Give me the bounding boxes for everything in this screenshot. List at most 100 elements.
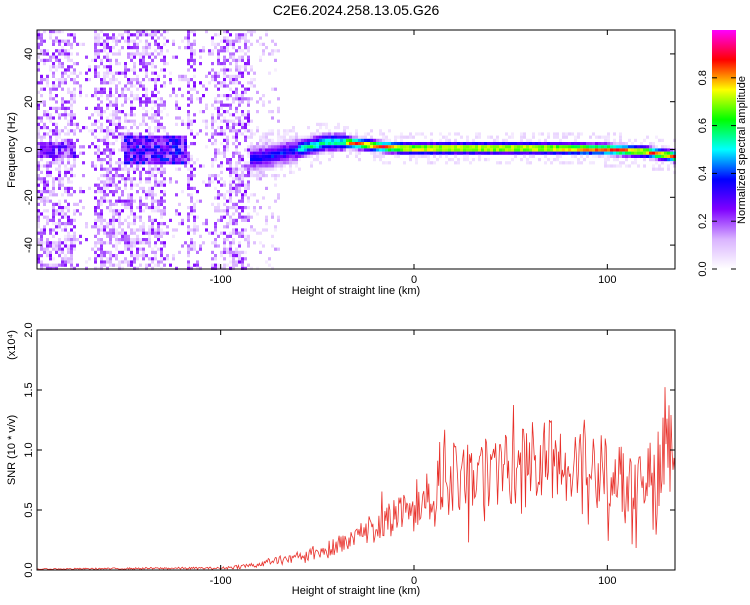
- spectrogram-cell: [49, 142, 52, 146]
- spectrogram-cell: [136, 30, 139, 34]
- spectrogram-cell: [397, 151, 400, 155]
- spectrogram-cell: [157, 167, 160, 171]
- spectrogram-cell: [112, 52, 115, 56]
- spectrogram-cell: [400, 135, 403, 139]
- spectrogram-cell: [514, 154, 517, 158]
- spectrogram-cell: [211, 161, 214, 165]
- spectrogram-cell: [214, 174, 217, 178]
- spectrogram-cell: [247, 244, 250, 248]
- spectrogram-cell: [148, 42, 151, 46]
- spectrogram-cell: [160, 183, 163, 187]
- spectrogram-cell: [472, 148, 475, 152]
- spectrogram-cell: [367, 138, 370, 142]
- spectrogram-cell: [133, 218, 136, 222]
- spectrogram-cell: [43, 247, 46, 251]
- spectrogram-cell: [103, 158, 106, 162]
- spectrogram-cell: [148, 174, 151, 178]
- spectrogram-cell: [448, 148, 451, 152]
- spectrogram-cell: [190, 174, 193, 178]
- spectrogram-cell: [121, 161, 124, 165]
- spectrogram-cell: [454, 154, 457, 158]
- spectrogram-cell: [535, 151, 538, 155]
- spectrogram-cell: [253, 78, 256, 82]
- spectrogram-cell: [100, 247, 103, 251]
- spectrogram-cell: [283, 135, 286, 139]
- spectrogram-cell: [355, 129, 358, 133]
- spectrogram-cell: [277, 138, 280, 142]
- spectrogram-cell: [70, 250, 73, 254]
- spectrogram-cell: [559, 142, 562, 146]
- spectrogram-cell: [670, 151, 673, 155]
- spectrogram-cell: [70, 113, 73, 117]
- spectrogram-cell: [592, 161, 595, 165]
- spectrogram-cell: [223, 231, 226, 235]
- spectrogram-cell: [241, 234, 244, 238]
- spectrogram-cell: [235, 62, 238, 66]
- spectrogram-cell: [172, 138, 175, 142]
- spectrogram-cell: [190, 266, 193, 270]
- spectrogram-cell: [115, 97, 118, 101]
- spectrogram-cell: [262, 170, 265, 174]
- spectrogram-cell: [52, 154, 55, 158]
- spectrogram-cell: [250, 68, 253, 72]
- spectrogram-cell: [499, 161, 502, 165]
- spectrogram-cell: [193, 68, 196, 72]
- spectrogram-cell: [82, 145, 85, 149]
- spectrogram-cell: [85, 238, 88, 242]
- spectrogram-cell: [73, 145, 76, 149]
- spectrogram-cell: [46, 74, 49, 78]
- spectrogram-cell: [94, 46, 97, 50]
- spectrogram-cell: [94, 110, 97, 114]
- spectrogram-cell: [259, 55, 262, 59]
- spectrogram-cell: [355, 135, 358, 139]
- spectrogram-cell: [526, 148, 529, 152]
- spectrogram-cell: [616, 151, 619, 155]
- spectrogram-cell: [553, 135, 556, 139]
- spectrogram-cell: [217, 100, 220, 104]
- spectrogram-cell: [628, 151, 631, 155]
- spectrogram-cell: [43, 196, 46, 200]
- spectrogram-cell: [49, 151, 52, 155]
- spectrogram-cell: [649, 154, 652, 158]
- spectrogram-cell: [133, 46, 136, 50]
- spectrogram-cell: [115, 186, 118, 190]
- spectrogram-cell: [157, 97, 160, 101]
- spectrogram-cell: [97, 87, 100, 91]
- spectrogram-cell: [85, 106, 88, 110]
- spectrogram-cell: [151, 202, 154, 206]
- spectrogram-cell: [109, 142, 112, 146]
- spectrogram-cell: [379, 154, 382, 158]
- spectrogram-cell: [175, 94, 178, 98]
- spectrogram-cell: [142, 116, 145, 120]
- spectrogram-cell: [58, 116, 61, 120]
- spectrogram-cell: [256, 161, 259, 165]
- spectrogram-cell: [127, 244, 130, 248]
- spectrogram-cell: [175, 180, 178, 184]
- spectrogram-cell: [130, 58, 133, 62]
- spectrogram-cell: [637, 145, 640, 149]
- spectrogram-cell: [178, 151, 181, 155]
- spectrogram-cell: [64, 206, 67, 210]
- spectrogram-cell: [253, 161, 256, 165]
- spectrogram-cell: [130, 90, 133, 94]
- spectrogram-cell: [340, 148, 343, 152]
- spectrogram-cell: [55, 148, 58, 152]
- spectrogram-cell: [88, 78, 91, 82]
- spectrogram-cell: [382, 154, 385, 158]
- spectrogram-cell: [67, 202, 70, 206]
- spectrogram-cell: [268, 164, 271, 168]
- spectrogram-cell: [433, 142, 436, 146]
- spectrogram-cell: [349, 132, 352, 136]
- spectrogram-cell: [91, 225, 94, 229]
- spectrogram-cell: [298, 135, 301, 139]
- y-tick-label: 0.5: [23, 502, 35, 517]
- spectrogram-cell: [445, 138, 448, 142]
- spectrogram-cell: [67, 186, 70, 190]
- spectrogram-cell: [655, 148, 658, 152]
- spectrogram-cell: [232, 135, 235, 139]
- spectrogram-cell: [229, 74, 232, 78]
- spectrogram-cell: [43, 110, 46, 114]
- spectrogram-cell: [157, 170, 160, 174]
- spectrogram-cell: [163, 244, 166, 248]
- spectrogram-cell: [253, 71, 256, 75]
